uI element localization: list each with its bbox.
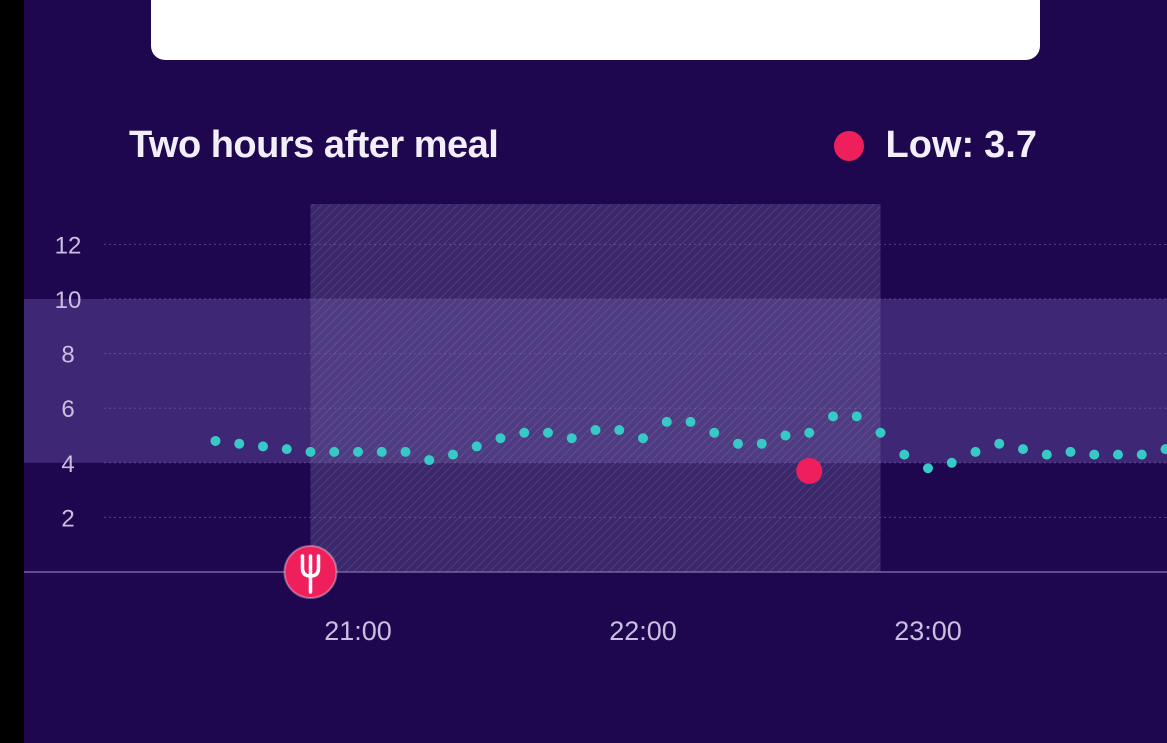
glucose-point[interactable] <box>1065 446 1076 457</box>
meal-marker[interactable] <box>283 545 338 599</box>
glucose-point[interactable] <box>543 427 553 438</box>
glucose-point[interactable] <box>970 446 981 457</box>
glucose-point[interactable] <box>519 427 530 438</box>
glucose-point[interactable] <box>471 441 482 452</box>
y-tick-label: 12 <box>55 232 82 259</box>
glucose-point[interactable] <box>828 411 838 422</box>
after-meal-window-hatch <box>310 204 881 572</box>
chart-title: Two hours after meal <box>129 124 499 166</box>
glucose-point[interactable] <box>685 416 696 427</box>
low-value: 3.7 <box>984 124 1037 166</box>
glucose-point[interactable] <box>661 416 672 427</box>
x-tick-label: 21:00 <box>324 616 392 646</box>
glucose-point[interactable] <box>234 438 245 449</box>
low-label: Low: <box>885 124 975 166</box>
glucose-point[interactable] <box>733 438 743 449</box>
y-tick-label: 8 <box>61 342 74 369</box>
meal-marker-ring <box>283 545 338 599</box>
glucose-point[interactable] <box>994 438 1005 449</box>
glucose-point[interactable] <box>614 425 625 436</box>
glucose-point[interactable] <box>1136 449 1147 460</box>
low-legend: Low: 3.7 <box>833 124 1037 167</box>
low-point-marker[interactable] <box>796 457 823 484</box>
glucose-point[interactable] <box>709 427 720 438</box>
glucose-point[interactable] <box>1018 444 1028 455</box>
glucose-point[interactable] <box>495 433 506 444</box>
low-dot-icon <box>833 130 864 161</box>
glucose-point[interactable] <box>353 446 363 457</box>
glucose-point[interactable] <box>590 425 601 436</box>
glucose-point[interactable] <box>804 427 815 438</box>
glucose-point[interactable] <box>1089 449 1100 460</box>
glucose-point[interactable] <box>638 433 648 444</box>
x-tick-label: 23:00 <box>894 616 962 646</box>
glucose-point[interactable] <box>780 430 791 441</box>
glucose-point[interactable] <box>756 438 767 449</box>
glucose-point[interactable] <box>1160 444 1167 455</box>
glucose-point[interactable] <box>566 433 577 444</box>
glucose-point[interactable] <box>400 446 411 457</box>
glucose-point[interactable] <box>281 444 292 455</box>
glucose-point[interactable] <box>424 455 435 466</box>
glucose-point[interactable] <box>376 446 387 457</box>
fork-icon <box>300 554 321 594</box>
x-tick-label: 22:00 <box>609 616 677 646</box>
glucose-point[interactable] <box>1113 449 1123 460</box>
glucose-point[interactable] <box>899 449 910 460</box>
y-tick-label: 10 <box>55 287 82 314</box>
summary-card[interactable] <box>151 0 1040 60</box>
glucose-point[interactable] <box>329 446 340 457</box>
y-tick-label: 4 <box>61 451 74 478</box>
glucose-point[interactable] <box>448 449 458 460</box>
glucose-point[interactable] <box>1041 449 1052 460</box>
glucose-point[interactable] <box>305 446 316 457</box>
y-tick-label: 2 <box>61 505 74 532</box>
glucose-point[interactable] <box>851 411 862 422</box>
y-tick-label: 6 <box>61 396 74 423</box>
glucose-point[interactable] <box>946 457 957 468</box>
glucose-point[interactable] <box>210 435 221 446</box>
glucose-point[interactable] <box>875 427 886 438</box>
glucose-point[interactable] <box>923 463 933 474</box>
glucose-point[interactable] <box>258 441 268 452</box>
